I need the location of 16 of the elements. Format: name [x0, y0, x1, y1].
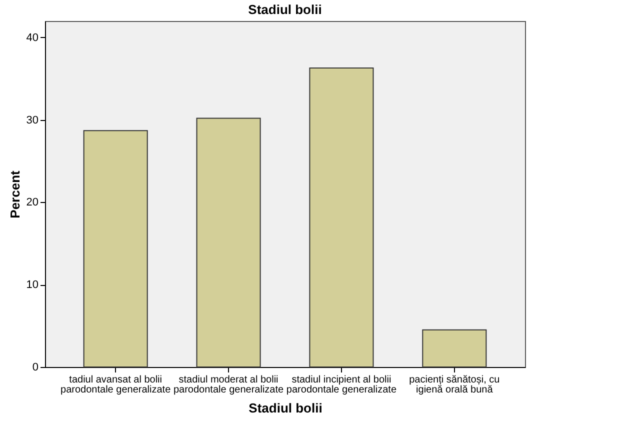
x-tick-label: tadiul avansat al bolii parodontale generalizate: [60, 374, 172, 396]
chart-title: Stadiul bolii: [248, 2, 322, 17]
y-tick-label: 20: [26, 196, 38, 209]
bar: [309, 67, 374, 368]
x-axis-title: Stadiul bolii: [248, 400, 322, 416]
bar: [83, 130, 148, 368]
x-tick-label: stadiul moderat al bolii parodontale generalizate: [173, 374, 284, 396]
x-tick-label: stadiul incipient al bolii parodontale generalizate: [286, 374, 397, 396]
y-tick-label: 10: [26, 279, 38, 292]
y-tick-label: 0: [32, 362, 38, 374]
bar: [422, 329, 487, 368]
y-axis-title: Percent: [7, 170, 22, 218]
y-tick-label: 40: [26, 32, 38, 44]
x-tick-label: pacienți sănătoși, cu igienă orală bună: [409, 374, 500, 396]
y-tick-label: 30: [26, 114, 38, 126]
bar: [196, 118, 261, 368]
